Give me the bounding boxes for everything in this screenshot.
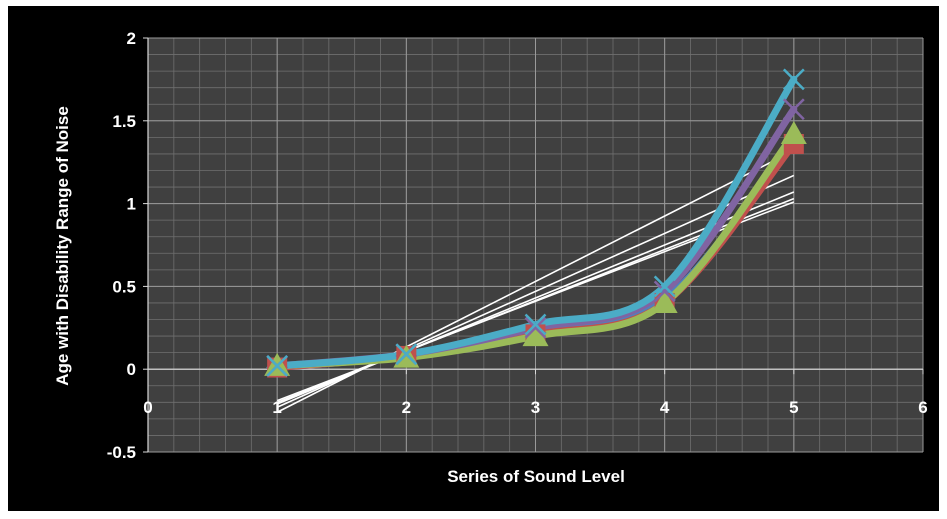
x-tick-label: 2 <box>402 398 411 417</box>
data-point-series-4 <box>782 98 805 121</box>
y-tick-label: 2 <box>127 29 136 48</box>
data-point-series-3 <box>651 289 678 313</box>
x-tick-label: 0 <box>143 398 152 417</box>
series-line-5 <box>273 75 798 370</box>
marker-stroke <box>524 316 547 339</box>
x-tick-label: 4 <box>660 398 670 417</box>
x-tick-label: 3 <box>531 398 540 417</box>
data-point-series-5 <box>653 275 676 298</box>
trendline <box>276 149 795 413</box>
x-axis-title: Series of Sound Level <box>447 467 625 486</box>
y-tick-label: -0.5 <box>107 443 136 462</box>
marker-stroke <box>266 355 289 377</box>
y-tick-label: 0.5 <box>112 277 136 296</box>
x-tick-label: 6 <box>918 398 927 417</box>
marker-stroke <box>653 275 676 298</box>
y-axis-title: Age with Disability Range of Noise <box>53 106 72 386</box>
marker-stroke <box>782 98 805 121</box>
data-point-series-3 <box>522 323 549 347</box>
y-tick-label: 1.5 <box>112 112 136 131</box>
marker-stroke <box>524 313 547 336</box>
tick-labels: 0 1 2 3 4 5 6 -0.5 0 0.5 1 1.5 2 <box>107 29 928 462</box>
data-point-series-5 <box>782 68 805 91</box>
data-point-series-5 <box>266 355 289 377</box>
marker-stroke <box>395 343 418 366</box>
series-markers <box>264 68 807 379</box>
data-point-series-5 <box>395 343 418 366</box>
data-point-series-4 <box>653 280 676 303</box>
data-point-series-5 <box>524 313 547 336</box>
marker-stroke <box>653 280 676 303</box>
y-tick-label: 0 <box>127 360 136 379</box>
data-point-series-4 <box>524 316 547 339</box>
x-tick-label: 5 <box>789 398 798 417</box>
marker-stroke <box>782 68 805 91</box>
y-tick-label: 1 <box>127 195 136 214</box>
grid <box>147 37 924 453</box>
x-tick-label: 1 <box>272 398 281 417</box>
data-point-series-3 <box>780 121 807 145</box>
